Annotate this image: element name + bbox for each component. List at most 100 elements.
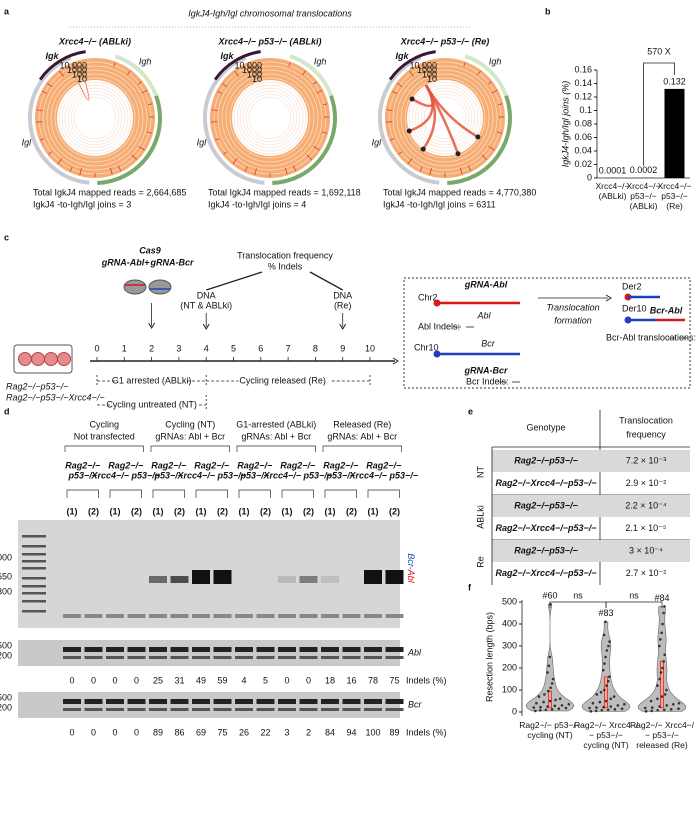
data-point: [547, 689, 550, 693]
timeline-label: 4: [204, 343, 209, 353]
indel-value: 75: [389, 675, 399, 685]
genotype-label: Rag2−/−: [151, 460, 187, 470]
read-tick: [397, 82, 403, 88]
frequency-cell: 2.2 × 10⁻⁴: [625, 500, 667, 510]
gel-band: [235, 656, 253, 659]
indel-label: Bcr Indels:: [466, 376, 509, 386]
ladder-band: [22, 592, 46, 595]
ladder-label: 200: [0, 650, 12, 660]
igh-arc: [464, 54, 508, 97]
gel-band: [192, 708, 210, 711]
indel-value: 0: [91, 675, 96, 685]
gel-band: [321, 656, 339, 659]
lane-label: (1): [239, 506, 250, 516]
indel-value: 31: [174, 675, 184, 685]
primer-band: [321, 614, 339, 618]
ladder-band: [22, 600, 46, 603]
read-tick: [407, 158, 413, 165]
igh-arc: [447, 95, 512, 185]
ladder-label: 650: [0, 571, 12, 581]
data-point: [599, 690, 603, 694]
grna-bcr: gRNA-Bcr: [149, 257, 193, 267]
x-tick-label-line: (ABLki): [598, 191, 627, 201]
x-tick-label: Xrcc4−/− p53−/−(ABLki): [624, 181, 663, 211]
genotype-cell: Rag2−/−Xrcc4−/−p53−/−: [495, 568, 597, 578]
igh-arc: [289, 54, 333, 97]
translocation-link: [411, 84, 435, 108]
value-label: 0.0002: [630, 165, 658, 175]
timeline-label: 3: [176, 343, 181, 353]
read-tick: [232, 158, 238, 165]
data-point: [663, 653, 666, 657]
gel-band: [278, 708, 296, 711]
track-inner: [407, 80, 483, 156]
gel-band: [213, 656, 232, 659]
data-point: [612, 695, 616, 698]
grna-label: gRNA-Bcr: [463, 365, 507, 375]
panel-label: f: [468, 582, 472, 592]
circos-title: Xrcc4−/− p53−/− (ABLki): [217, 36, 321, 46]
primer-band: [170, 614, 189, 618]
read-tick: [292, 165, 297, 172]
data-point: [604, 655, 607, 659]
gel-band: [127, 647, 146, 652]
gel-band: [364, 647, 382, 652]
group-bracket: [64, 445, 144, 452]
igl-arc: [203, 55, 265, 185]
gel-band: [149, 576, 167, 583]
read-tick: [138, 145, 145, 151]
x-tick-label: Xrcc4−/− p53−/−(Re): [655, 181, 694, 211]
data-point: [663, 693, 667, 696]
data-point: [651, 706, 654, 709]
gel-band: [299, 699, 318, 704]
strip-label: Abl: [407, 647, 422, 657]
arrow-head: [392, 357, 399, 365]
data-point: [672, 703, 675, 706]
indel-value: 3: [284, 727, 289, 737]
dna-label: (Re): [334, 300, 352, 310]
table-header: frequency: [626, 429, 666, 439]
gel-band: [364, 708, 382, 711]
genotype-label: Xrcc4−/− p53−/−: [262, 470, 332, 480]
indel-value: 26: [239, 727, 249, 737]
group-label: ABLki: [475, 505, 485, 529]
indel-value: 86: [174, 727, 184, 737]
dna-label: DNA: [333, 290, 352, 300]
read-tick: [141, 89, 148, 94]
lane-label: (2): [174, 506, 185, 516]
frequency-cell: 2.9 × 10⁻²: [626, 478, 667, 488]
data-point: [644, 710, 648, 713]
data-point: [604, 620, 607, 624]
igl-arc: [28, 55, 90, 185]
link-end: [455, 151, 461, 157]
read-tick: [429, 168, 432, 176]
track-ring: [46, 69, 144, 167]
der-label: Der10: [622, 303, 647, 313]
data-point: [604, 699, 608, 703]
iqr-box: [604, 676, 608, 709]
scale-label: 10: [252, 74, 262, 84]
cell: [57, 352, 71, 366]
track-inner: [232, 80, 308, 156]
gel-band: [235, 708, 253, 711]
inner-ring: [70, 93, 120, 143]
data-point: [595, 693, 599, 696]
gel-band: [235, 699, 253, 704]
read-tick: [254, 168, 257, 176]
x-tick-label: Xrcc4−/− p53−/−(ABLki): [624, 181, 663, 211]
data-point: [546, 705, 549, 708]
gel-band: [170, 699, 189, 704]
genotype-label: Rag2−/−: [65, 460, 101, 470]
lane-label: (2): [389, 506, 400, 516]
data-point: [547, 664, 551, 668]
gel-strip: [18, 640, 400, 666]
read-tick: [302, 70, 306, 76]
data-point: [606, 708, 610, 712]
step-label: Translocation: [546, 302, 599, 312]
inner-ring: [248, 96, 292, 140]
data-point: [609, 697, 613, 701]
inner-ring: [64, 87, 126, 149]
indel-value: 89: [153, 727, 163, 737]
indel-value: 0: [69, 675, 74, 685]
ladder-band: [22, 545, 46, 548]
